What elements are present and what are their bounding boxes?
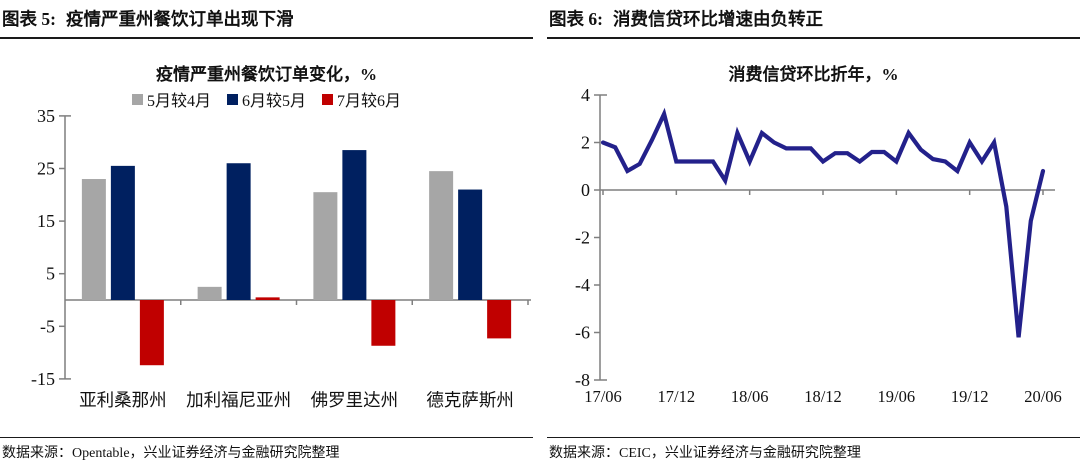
y-tick-label: 15: [37, 211, 55, 231]
category-label: 德克萨斯州: [426, 390, 514, 410]
x-tick-label: 18/12: [804, 387, 842, 406]
y-tick-label: -6: [575, 323, 590, 343]
figure-6-number: 图表 6:: [549, 9, 603, 29]
bar: [342, 150, 367, 300]
legend-swatch-icon: [226, 93, 238, 105]
x-tick-label: 19/12: [951, 387, 989, 406]
bar-chart-legend: 5月较4月 6月较5月 7月较6月: [0, 87, 533, 111]
category-label: 亚利桑那州: [79, 390, 167, 410]
bar: [371, 300, 396, 346]
legend-item: 5月较4月: [131, 87, 211, 111]
x-tick-label: 20/06: [1024, 387, 1062, 406]
legend-label: 7月较6月: [337, 93, 402, 110]
figure-6-source-rule: [547, 437, 1080, 438]
y-tick-label: 4: [581, 85, 590, 105]
y-tick-label: 2: [581, 133, 590, 153]
figure-5-header: 图表 5: 疫情严重州餐饮订单出现下滑: [2, 6, 533, 31]
figure-5-source: 数据来源：Opentable，兴业证券经济与金融研究院整理: [2, 446, 340, 461]
bar: [139, 300, 164, 366]
bar: [81, 179, 106, 300]
bar-chart-title: 疫情严重州餐饮订单变化，%: [156, 65, 377, 84]
bar: [429, 171, 454, 300]
bar: [458, 189, 483, 300]
y-tick-label: 25: [37, 159, 55, 179]
y-tick-label: 35: [37, 106, 55, 126]
category-label: 佛罗里达州: [311, 390, 399, 410]
x-tick-label: 19/06: [878, 387, 916, 406]
figure-5-source-rule: [0, 437, 533, 438]
bar: [197, 286, 222, 300]
x-tick-label: 17/12: [658, 387, 696, 406]
figure-6-source: 数据来源：CEIC，兴业证券经济与金融研究院整理: [549, 446, 861, 461]
figure-5-number: 图表 5:: [2, 9, 56, 29]
legend-swatch-icon: [322, 93, 333, 105]
bar: [226, 163, 251, 300]
figure-5-title: 疫情严重州餐饮订单出现下滑: [65, 9, 294, 29]
line-chart-plot: 4 2 0 -2 -4 -6 -817/06 17/12 18/06 18/12 19/06 19/1…: [575, 85, 1062, 406]
legend-item: 6月较5月: [226, 87, 306, 111]
figure-6-header-rule: [547, 37, 1080, 39]
panel-figure-5: 图表 5: 疫情严重州餐饮订单出现下滑 疫情严重州餐饮订单变化，% 5月较4月 6月…: [0, 0, 533, 466]
legend-swatch-icon: [131, 93, 143, 105]
bar: [487, 300, 512, 339]
legend-item: 7月较6月: [322, 87, 401, 111]
y-tick-label: -2: [575, 228, 590, 248]
bar: [255, 297, 280, 300]
legend-label: 5月较4月: [146, 93, 211, 110]
bar: [313, 192, 338, 300]
legend-label: 6月较5月: [241, 93, 306, 110]
y-tick-label: 5: [46, 264, 55, 284]
figure-5-header-rule: [0, 37, 533, 39]
panel-figure-6: 图表 6: 消费信贷环比增速由负转正 消费信贷环比折年，% 4 2 0 -2 -4 -6 -8…: [547, 0, 1080, 466]
y-tick-label: -4: [575, 275, 590, 295]
y-tick-label: 0: [581, 180, 590, 200]
bar: [110, 165, 135, 300]
x-tick-label: 18/06: [731, 387, 769, 406]
figure-6-header: 图表 6: 消费信贷环比增速由负转正: [549, 6, 1080, 31]
y-tick-label: -15: [31, 369, 55, 389]
figure-6-title: 消费信贷环比增速由负转正: [612, 9, 823, 29]
category-label: 加利福尼亚州: [186, 390, 291, 410]
consumer-credit-line: [600, 107, 1046, 338]
line-chart-title: 消费信贷环比折年，%: [728, 65, 899, 84]
bar-chart-plot: 35 25 15 5 -5 -15 亚利桑那州 加利福尼亚州 佛罗里达州 德克萨斯州: [31, 106, 531, 410]
y-tick-label: -5: [40, 316, 55, 336]
x-tick-label: 17/06: [584, 387, 622, 406]
y-tick-label: -8: [575, 370, 590, 390]
